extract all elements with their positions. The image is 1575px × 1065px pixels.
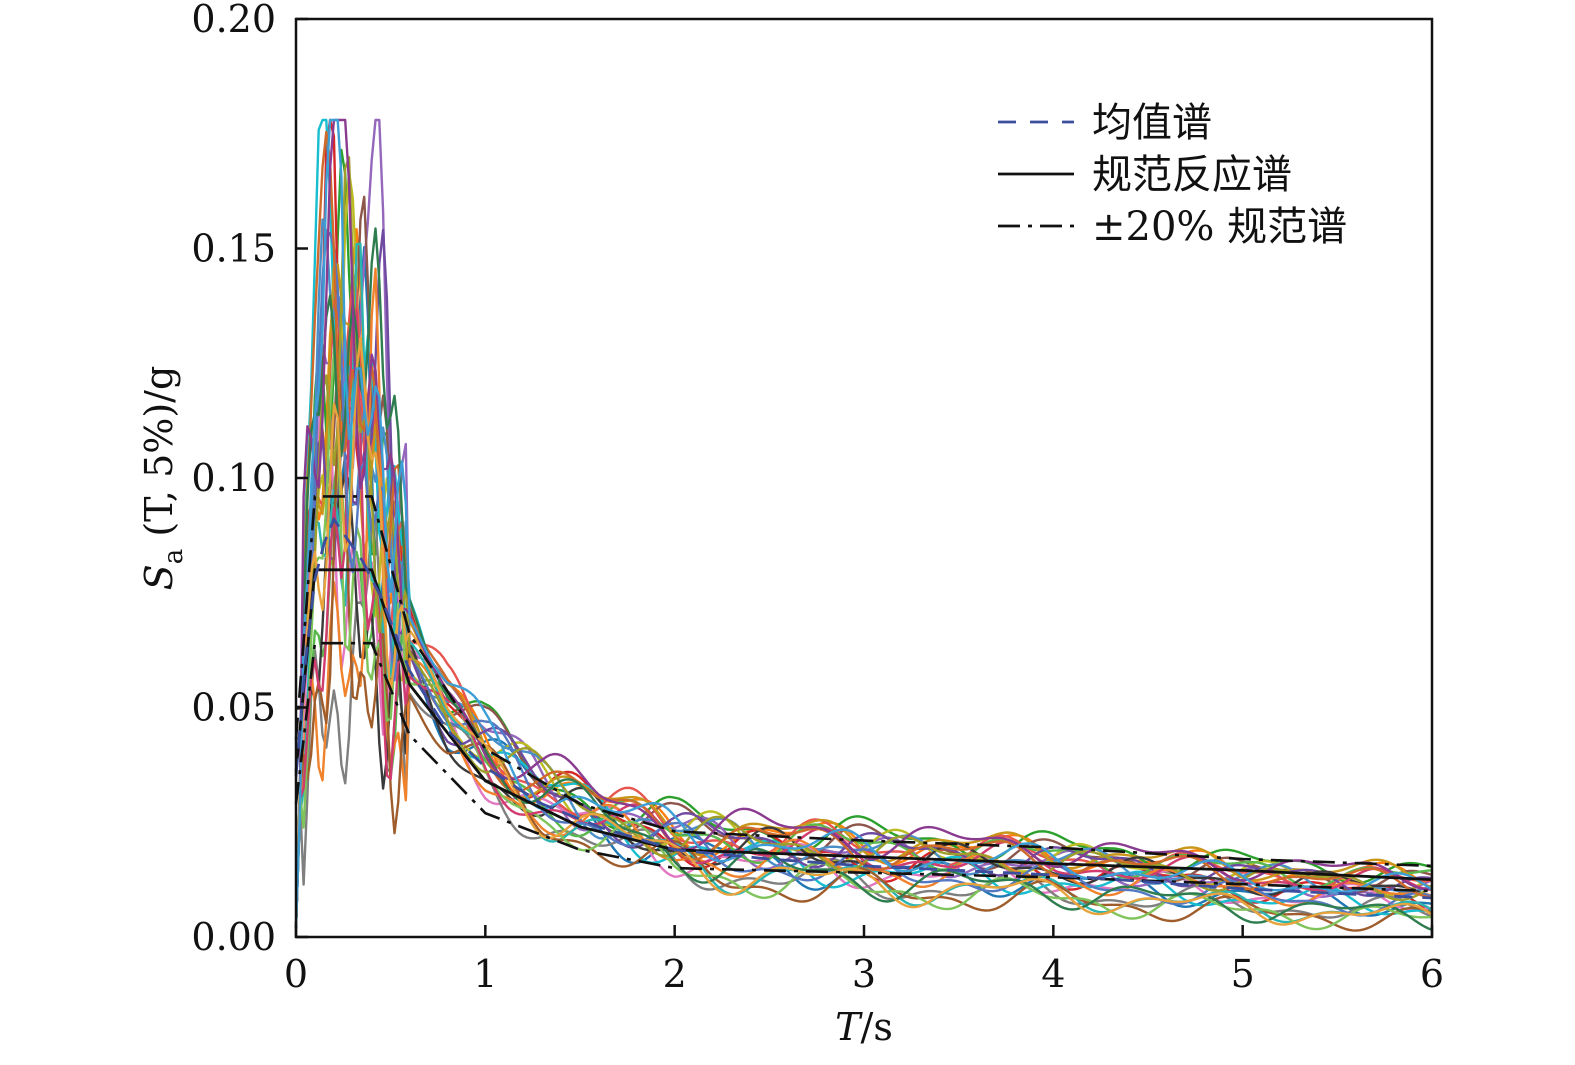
y-tick-label-0: 0.00 — [191, 915, 276, 959]
y-axis-title-subscript: a — [159, 549, 189, 565]
legend: 均值谱 规范反应谱 ±20% 规范谱 — [998, 100, 1347, 250]
y-axis-title: Sa (T, 5%)/g — [137, 366, 189, 591]
lower-20-percent-line — [294, 641, 1433, 893]
legend-label-mean: 均值谱 — [1092, 100, 1212, 146]
code-spectrum-line — [294, 568, 1433, 881]
y-tick-label-4: 0.20 — [191, 0, 276, 41]
x-tick-label-5: 5 — [1231, 952, 1255, 996]
record-curve-13 — [294, 457, 1433, 928]
x-tick-label-1: 1 — [473, 952, 497, 996]
legend-label-band: ±20% 规范谱 — [1092, 204, 1347, 250]
record-curve-24 — [294, 130, 1433, 928]
mean-spectrum-layer — [294, 516, 1433, 900]
y-axis-title-args: (T, 5%)/g — [137, 366, 181, 549]
svg-text:Sa (T, 5%)/g: Sa (T, 5%)/g — [137, 366, 189, 591]
axis-ticks: 0 1 2 3 4 5 6 0.00 0.05 0.10 0.15 0.20 — [191, 0, 1444, 996]
y-tick-label-3: 0.15 — [191, 227, 276, 271]
record-curve-17 — [294, 267, 1433, 928]
record-curve-9 — [294, 170, 1433, 928]
x-tick-label-2: 2 — [663, 952, 687, 996]
x-axis-title: T/s — [835, 1005, 893, 1049]
y-tick-label-2: 0.10 — [191, 456, 276, 500]
x-tick-label-6: 6 — [1420, 952, 1444, 996]
mean-spectrum-line — [294, 516, 1433, 900]
y-tick-label-1: 0.05 — [191, 686, 276, 730]
x-axis-title-unit: /s — [861, 1005, 893, 1049]
code-spectrum-layer — [294, 568, 1433, 881]
record-curve-7 — [294, 374, 1433, 928]
x-tick-label-0: 0 — [284, 952, 308, 996]
y-axis-title-symbol: S — [137, 564, 181, 590]
legend-label-code: 规范反应谱 — [1092, 152, 1292, 198]
record-curve-6 — [294, 195, 1433, 928]
code-spectrum-band — [294, 495, 1433, 893]
record-curve-3 — [294, 148, 1433, 928]
record-curve-22 — [294, 231, 1433, 928]
record-curve-25 — [294, 227, 1433, 932]
record-curve-15 — [294, 228, 1433, 928]
upper-20-percent-line — [294, 495, 1433, 868]
record-curve-14 — [294, 263, 1433, 928]
x-tick-label-3: 3 — [852, 952, 876, 996]
record-curve-11 — [294, 273, 1433, 928]
record-curve-12 — [294, 218, 1433, 928]
record-curve-2 — [294, 228, 1433, 928]
x-axis-title-symbol: T — [835, 1005, 863, 1049]
x-tick-label-4: 4 — [1041, 952, 1065, 996]
record-curve-23 — [294, 156, 1433, 928]
